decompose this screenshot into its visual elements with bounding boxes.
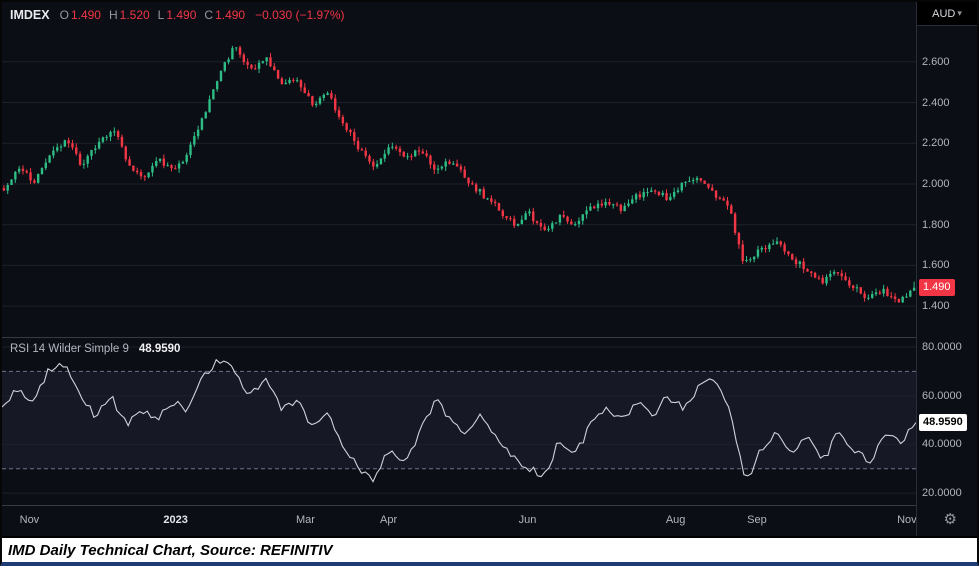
rsi-band xyxy=(2,371,916,469)
gear-icon[interactable]: ⚙ xyxy=(943,511,957,528)
time-axis-label: Sep xyxy=(747,514,767,526)
rsi-tick-label: 40.0000 xyxy=(922,438,962,451)
close-value: 1.490 xyxy=(215,8,246,22)
price-grid-lines xyxy=(2,61,916,307)
price-tick-label: 2.600 xyxy=(922,55,950,68)
time-axis-label: Jun xyxy=(518,514,537,526)
time-axis-label: Mar xyxy=(295,514,315,526)
price-tick-label: 2.200 xyxy=(922,137,950,150)
open-label: O xyxy=(59,8,69,22)
caption-text: IMD Daily Technical Chart, Source: REFIN… xyxy=(8,541,333,559)
time-axis-label: 2023 xyxy=(163,514,188,526)
time-axis-label: Aug xyxy=(665,514,686,526)
rsi-current-value: 48.9590 xyxy=(138,343,181,355)
rsi-tick-label: 20.0000 xyxy=(922,487,962,500)
time-axis[interactable]: Nov 2023 Mar Apr Jun Aug Sep Nov xyxy=(2,506,917,536)
close-label: C xyxy=(204,8,214,22)
price-tick-label: 2.000 xyxy=(922,177,950,190)
price-axis[interactable]: AUD ▾ 1.490 48.9590 2.600 2.400 2.200 2.000… xyxy=(916,2,977,536)
price-tick-label: 2.400 xyxy=(922,96,950,109)
time-axis-label: Nov xyxy=(897,514,917,526)
price-pane-canvas[interactable] xyxy=(2,2,916,337)
symbol-name[interactable]: IMDEX xyxy=(10,8,50,22)
low-label: L xyxy=(157,8,165,22)
time-axis-label: Apr xyxy=(380,514,398,526)
high-label: H xyxy=(108,8,118,22)
chevron-down-icon: ▾ xyxy=(957,8,962,18)
rsi-tick-label: 80.0000 xyxy=(922,341,962,353)
rsi-value-badge: 48.9590 xyxy=(919,413,967,431)
rsi-tick-label: 60.0000 xyxy=(922,389,962,402)
time-axis-label: Nov xyxy=(19,514,40,526)
price-tick-label: 1.400 xyxy=(922,300,950,313)
open-value: 1.490 xyxy=(70,8,101,22)
last-price-badge: 1.490 xyxy=(919,278,955,296)
candlestick-series xyxy=(2,45,916,303)
currency-label: AUD xyxy=(932,7,956,20)
ohlc-legend: IMDEX O 1.490 H 1.520 L 1.490 C 1.490 −0… xyxy=(10,8,345,22)
price-tick-label: 1.800 xyxy=(922,218,950,231)
rsi-pane-canvas[interactable] xyxy=(2,338,916,505)
currency-selector[interactable]: AUD ▾ xyxy=(917,2,977,26)
pane-divider[interactable] xyxy=(2,337,977,338)
rsi-indicator-title[interactable]: RSI 14 Wilder Simple 9 xyxy=(10,343,129,355)
rsi-line xyxy=(2,358,916,483)
high-value: 1.520 xyxy=(119,8,150,22)
rsi-legend: RSI 14 Wilder Simple 9 48.9590 xyxy=(10,343,180,355)
price-tick-label: 1.600 xyxy=(922,259,950,272)
time-axis-divider xyxy=(2,505,977,506)
caption-bar: IMD Daily Technical Chart, Source: REFIN… xyxy=(2,536,977,562)
change-value: −0.030 (−1.97%) xyxy=(255,8,345,22)
low-value: 1.490 xyxy=(166,8,197,22)
